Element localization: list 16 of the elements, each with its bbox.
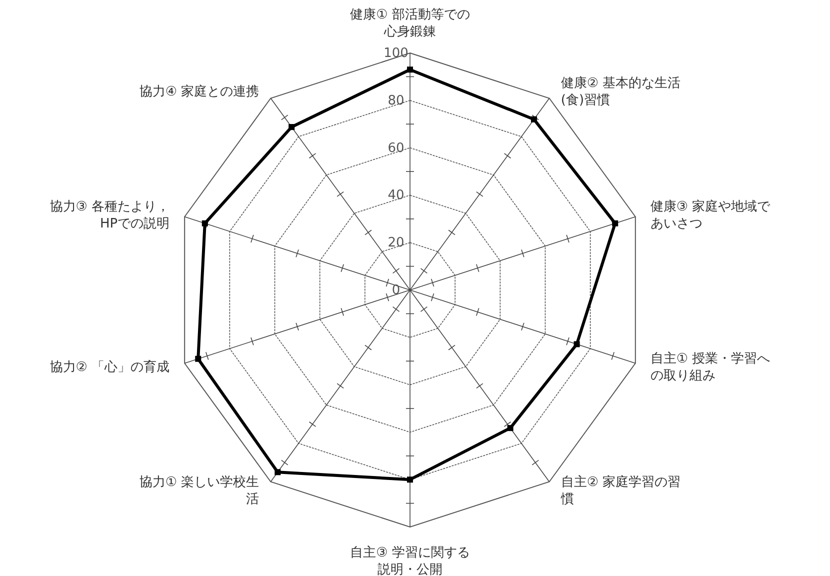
spoke-label: 健康② 基本的な生活(食)習慣	[560, 76, 681, 108]
tick-label: 100	[384, 46, 408, 61]
tick-label: 60	[388, 140, 404, 156]
spoke-label: 健康③ 家庭や地域であいさつ	[650, 198, 772, 232]
tick-label: 20	[388, 236, 404, 251]
tick-label: 80	[388, 93, 404, 108]
spoke-label: 健康① 部活動等での心身鍛錬	[350, 8, 470, 40]
tick-label: 40	[388, 188, 404, 204]
spoke-label: 協力③ 各種たより，HPでの説明	[50, 199, 170, 232]
spoke-label: 協力① 楽しい学校生活	[139, 474, 260, 507]
spoke-label: 自主① 授業・学習への取り組み	[650, 350, 770, 384]
spoke-label: 協力④ 家庭との連携	[139, 84, 260, 100]
spoke-label: 自主② 家庭学習の習慣	[560, 474, 681, 507]
spoke-label: 協力② 「心」の育成	[50, 359, 170, 376]
tick-label: 0	[392, 283, 400, 298]
spoke-label: 自主③ 学習に関する説明・公開	[350, 544, 470, 576]
